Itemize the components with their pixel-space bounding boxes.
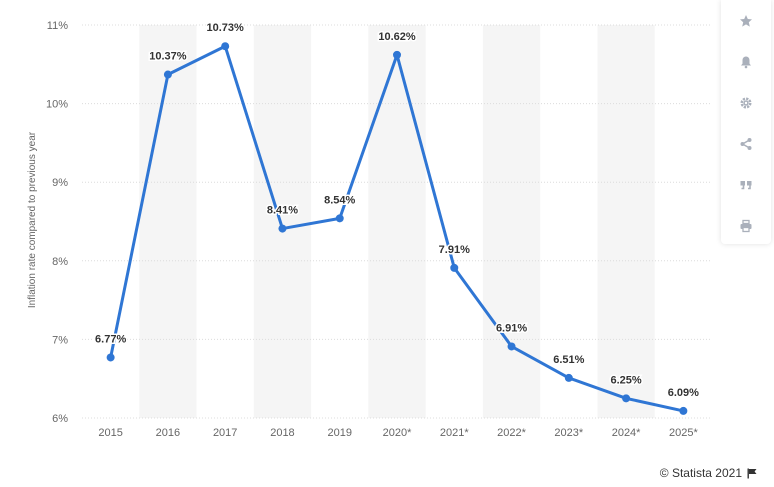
x-tick-labels: 2015 2016 2017 2018 2019 2020* 2021* 2022* 2023*… <box>98 427 698 439</box>
x-tick-label: 2022* <box>497 427 526 439</box>
data-point <box>450 263 459 272</box>
quote-icon <box>740 180 752 189</box>
gear-icon <box>740 97 752 108</box>
grid-lines <box>82 24 712 419</box>
data-point <box>221 42 230 51</box>
data-label: 6.51% <box>553 354 584 366</box>
x-tick-label: 2019 <box>327 427 351 439</box>
data-point <box>163 70 172 79</box>
flag-icon[interactable] <box>747 468 757 479</box>
data-label: 8.41% <box>267 205 298 217</box>
data-label: 6.25% <box>610 374 641 386</box>
bell-icon <box>741 56 751 68</box>
data-point <box>507 342 516 351</box>
data-point <box>335 214 344 223</box>
column-band <box>597 25 655 418</box>
data-point <box>106 353 115 362</box>
data-label: 6.09% <box>668 387 699 399</box>
y-tick-label: 10% <box>46 99 68 111</box>
favorite-button[interactable] <box>721 0 771 41</box>
share-icon <box>740 137 752 150</box>
copyright-text[interactable]: © Statista 2021 <box>659 466 742 480</box>
toolbar-sidebar <box>721 0 771 244</box>
data-point <box>679 406 688 415</box>
column-bands <box>139 25 655 418</box>
data-labels: 6.77% 10.37% 10.73% 8.41% 8.54% 10.62% 7.91% 6.… <box>94 21 701 401</box>
data-point <box>622 394 631 403</box>
y-axis-label: Inflation rate compared to previous year <box>27 131 38 308</box>
x-tick-label: 2015 <box>98 427 122 439</box>
y-tick-label: 6% <box>52 413 68 425</box>
print-icon <box>740 219 752 232</box>
notification-button[interactable] <box>721 41 771 82</box>
y-tick-label: 8% <box>52 256 68 268</box>
column-band <box>139 25 197 418</box>
data-point <box>564 373 573 382</box>
print-button[interactable] <box>721 205 771 246</box>
column-band <box>253 25 312 418</box>
cite-button[interactable] <box>721 164 771 205</box>
data-label: 10.37% <box>149 51 187 63</box>
y-tick-labels: 6% 7% 8% 9% 10% 11% <box>46 20 68 425</box>
y-tick-label: 9% <box>52 177 68 189</box>
footer: © Statista 2021 <box>660 466 757 480</box>
data-points <box>106 42 688 415</box>
share-button[interactable] <box>721 123 771 164</box>
x-tick-label: 2018 <box>270 427 294 439</box>
data-label: 8.54% <box>324 194 355 206</box>
data-label: 10.73% <box>207 22 245 34</box>
data-label: 7.91% <box>439 244 470 256</box>
star-icon <box>740 14 752 27</box>
x-tick-label: 2017 <box>213 427 237 439</box>
column-band <box>482 25 541 418</box>
x-tick-label: 2024* <box>612 427 641 439</box>
x-tick-label: 2021* <box>440 427 469 439</box>
data-label: 10.62% <box>378 31 416 43</box>
x-tick-label: 2025* <box>669 427 698 439</box>
data-label: 6.77% <box>95 333 126 345</box>
x-tick-label: 2023* <box>554 427 583 439</box>
y-tick-label: 11% <box>47 20 68 32</box>
data-point <box>278 224 287 233</box>
data-label: 6.91% <box>496 322 527 334</box>
x-tick-label: 2020* <box>383 427 412 439</box>
y-tick-label: 7% <box>52 334 68 346</box>
settings-button[interactable] <box>721 82 771 123</box>
x-tick-label: 2016 <box>156 427 180 439</box>
data-point <box>393 50 401 59</box>
column-band <box>368 25 426 418</box>
